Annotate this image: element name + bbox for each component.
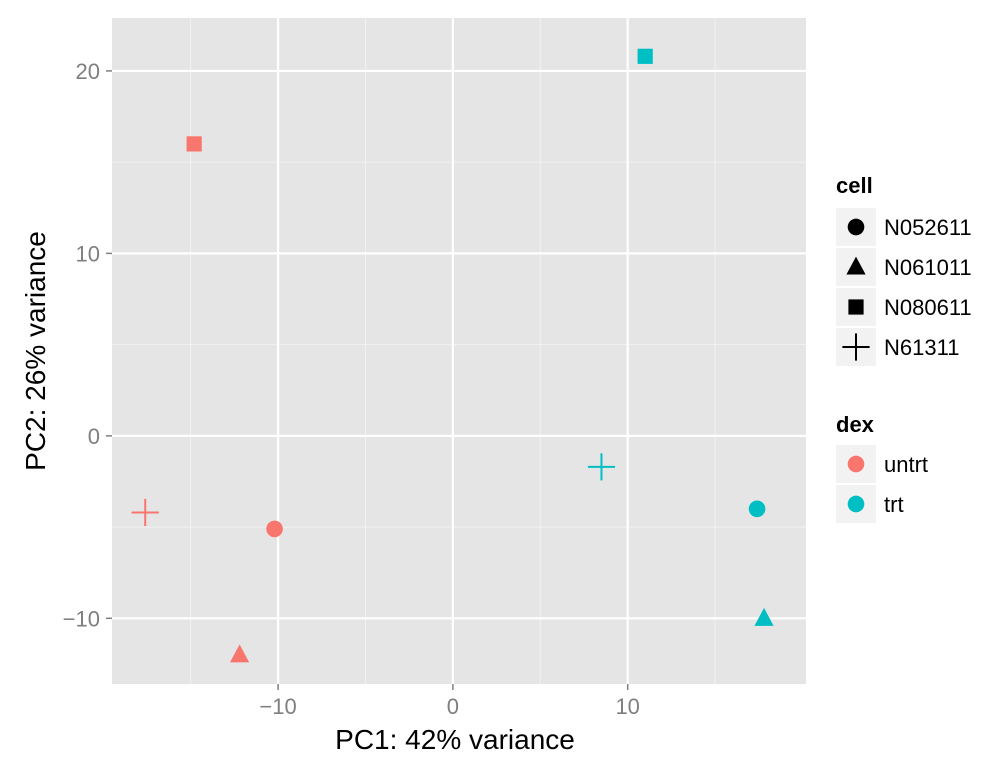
- legend-label: trt: [884, 492, 904, 517]
- legend-cell: cell N052611 N061011 N080611 N61311: [836, 173, 972, 366]
- x-tick-label: 10: [615, 694, 639, 719]
- legend-key-circle: [847, 495, 865, 513]
- legend-label: N061011: [884, 255, 972, 280]
- y-tick-label: 10: [76, 241, 100, 266]
- x-axis-title: PC1: 42% variance: [335, 724, 575, 755]
- axis-ticks: [106, 70, 629, 690]
- legend-dex: dex untrt trt: [836, 412, 928, 523]
- data-point: [131, 498, 159, 527]
- legend-key-triangle: [846, 256, 866, 275]
- data-points: [131, 48, 774, 663]
- axis-tick-labels: −10 0 10 −10 0 10 20: [63, 59, 640, 719]
- data-point: [748, 500, 766, 518]
- y-tick-label: 0: [88, 424, 100, 449]
- data-point: [587, 453, 616, 481]
- legend-label: N080611: [884, 295, 972, 320]
- data-point: [266, 520, 283, 538]
- legend-cell-title: cell: [836, 173, 873, 198]
- y-tick-label: 20: [76, 59, 100, 84]
- x-tick-label: 0: [447, 694, 459, 719]
- legend-dex-title: dex: [836, 412, 875, 437]
- x-tick-label: −10: [259, 694, 296, 719]
- legend-key-square: [848, 299, 864, 315]
- grid-major: [112, 18, 806, 684]
- legend-label: untrt: [884, 452, 928, 477]
- y-axis-title: PC2: 26% variance: [20, 231, 51, 471]
- legend-label: N61311: [884, 335, 959, 360]
- legend-key-circle: [847, 455, 865, 473]
- legend-key-circle: [847, 218, 865, 236]
- legend-key-plus: [842, 333, 870, 361]
- data-point: [637, 48, 653, 64]
- y-tick-label: −10: [63, 606, 100, 631]
- data-point: [230, 644, 250, 663]
- plot-panel: [112, 18, 806, 684]
- data-point: [754, 607, 774, 626]
- legend-label: N052611: [884, 215, 972, 240]
- data-point: [186, 136, 202, 152]
- grid-minor: [112, 18, 806, 684]
